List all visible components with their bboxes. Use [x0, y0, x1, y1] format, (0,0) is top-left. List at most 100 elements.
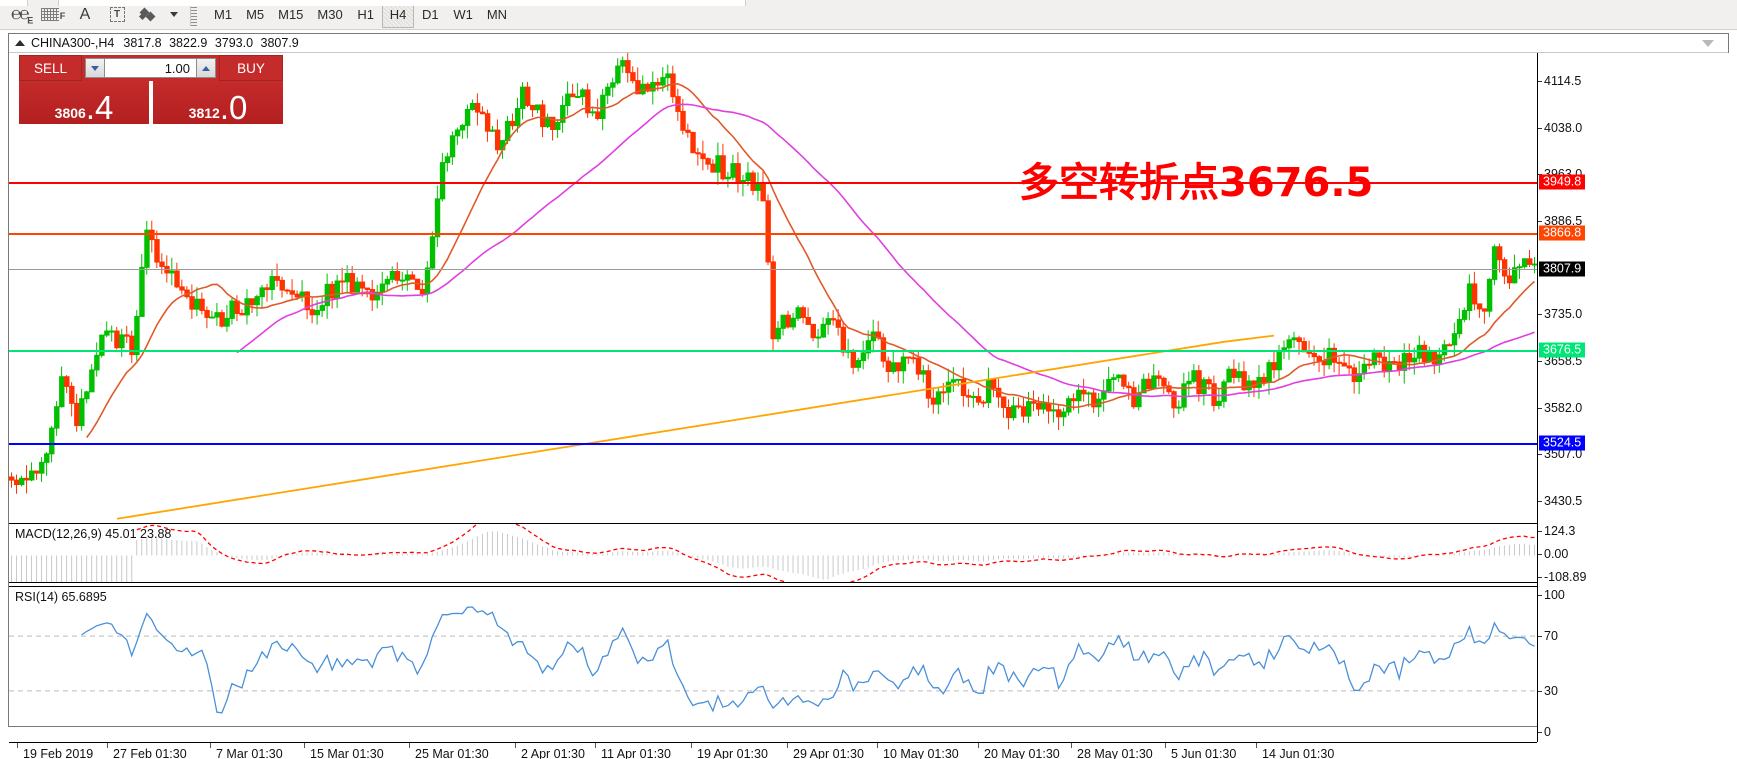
tabstrip-nub-main: [58, 0, 746, 6]
sell-button[interactable]: SELL: [19, 55, 82, 81]
price-axis-tick-label: 4038.0: [1544, 120, 1583, 135]
price-level-line[interactable]: [9, 269, 1537, 271]
window-tabstrip: [0, 0, 1737, 6]
price-level-line[interactable]: [9, 233, 1537, 236]
text-box-icon[interactable]: T: [102, 2, 132, 28]
chart-header: CHINA300-,H4 3817.8 3822.9 3793.0 3807.9: [9, 34, 1728, 53]
one-click-trading-panel[interactable]: SELL 1.00 BUY 3806 .4 3812: [19, 55, 283, 124]
buy-price-fraction: .0: [219, 89, 248, 126]
time-axis[interactable]: 19 Feb 2019 27 Feb 01:30 7 Mar 01:30 15 Mar…: [9, 742, 1537, 759]
price-axis-tickmark: [1538, 314, 1542, 316]
price-axis-tick-label: 3430.5: [1544, 494, 1583, 509]
price-axis-tick-label: 3582.0: [1544, 401, 1583, 416]
volume-input[interactable]: 1.00: [105, 58, 196, 78]
volume-decrease-icon[interactable]: [85, 58, 105, 78]
main-toolbar: ℮℮E F A T M1 M5 M15 M30 H1: [0, 0, 1737, 30]
trade-panel-controls: SELL 1.00 BUY: [19, 55, 283, 81]
price-axis-tick-label: 3886.5: [1544, 214, 1583, 229]
macd-axis-tick-label: -108.89: [1544, 570, 1587, 584]
rsi-axis-tick-label: 70: [1544, 629, 1558, 644]
ohlc-open: 3817.8: [123, 36, 162, 50]
macd-axis-tickmark: [1538, 577, 1542, 578]
time-axis-tick-label: 19 Feb 2019: [23, 747, 94, 759]
chart-annotation-text: 多空转折点3676.5: [1019, 160, 1374, 206]
buy-price[interactable]: 3812 .0: [153, 81, 283, 124]
price-candlestick-svg: [9, 53, 1537, 520]
price-axis-tickmark: [1538, 127, 1542, 129]
macd-svg: [11, 524, 1535, 582]
rsi-axis-tick-label: 100: [1544, 588, 1565, 602]
price-level-label: 3807.9: [1539, 261, 1586, 277]
rsi-panel[interactable]: RSI(14) 65.6895: [9, 586, 1537, 742]
price-axis-tick-label: 3658.5: [1544, 354, 1583, 369]
rsi-svg: [9, 606, 1537, 714]
time-axis-tickmark: [787, 743, 788, 748]
macd-axis-tick-label: 124.3: [1544, 524, 1576, 538]
ohlc-high: 3822.9: [169, 36, 208, 50]
timeframe-w1[interactable]: W1: [453, 7, 473, 22]
price-level-line[interactable]: [9, 182, 1537, 185]
price-level-line[interactable]: [9, 443, 1537, 446]
time-axis-tick-label: 19 Apr 01:30: [697, 747, 768, 759]
time-axis-tickmark: [304, 743, 305, 748]
ohlc-close: 3807.9: [260, 36, 299, 50]
timeframe-m5[interactable]: M5: [246, 7, 265, 22]
trade-panel-prices: 3806 .4 3812 .0: [19, 81, 283, 124]
time-axis-tick-label: 25 Mar 01:30: [415, 747, 489, 759]
expert-advisors-icon[interactable]: ℮℮E: [10, 3, 33, 26]
toolbar-separator: [190, 3, 197, 26]
price-axis-tickmark: [1538, 454, 1542, 456]
time-axis-tickmark: [691, 743, 692, 748]
timeframe-h1[interactable]: H1: [357, 7, 375, 22]
time-axis-tickmark: [1256, 743, 1257, 748]
chart-window-collapse-icon[interactable]: [1702, 40, 1714, 47]
price-axis[interactable]: 4114.54038.03963.03886.53735.03658.53582…: [1537, 53, 1730, 742]
price-axis-tick-label: 3735.0: [1544, 307, 1583, 322]
timeframe-d1[interactable]: D1: [422, 7, 439, 22]
price-panel[interactable]: [9, 53, 1537, 520]
price-axis-tickmark: [1538, 174, 1542, 176]
collapse-triangle-icon[interactable]: [15, 40, 25, 46]
sell-price[interactable]: 3806 .4: [19, 81, 149, 124]
price-axis-tickmark: [1538, 80, 1542, 82]
rsi-label: RSI(14) 65.6895: [15, 590, 107, 604]
chart-plot[interactable]: MACD(12,26,9) 45.01 23.88 RSI(14) 65.689…: [9, 53, 1730, 759]
text-label-icon[interactable]: A: [79, 5, 91, 23]
time-axis-tickmark: [409, 743, 410, 748]
time-axis-tick-label: 20 May 01:30: [984, 747, 1060, 759]
price-axis-tickmark: [1538, 408, 1542, 410]
rsi-axis-tickmark: [1538, 636, 1542, 638]
macd-axis-tick-label: 0.00: [1544, 547, 1569, 561]
timeframe-mn[interactable]: MN: [486, 7, 508, 22]
time-axis-tick-label: 5 Jun 01:30: [1171, 747, 1237, 759]
buy-button[interactable]: BUY: [219, 55, 283, 81]
price-level-label: 3676.5: [1539, 342, 1586, 358]
time-axis-tickmark: [1165, 743, 1166, 748]
time-axis-tick-label: 28 May 01:30: [1077, 747, 1153, 759]
macd-panel[interactable]: MACD(12,26,9) 45.01 23.88: [9, 523, 1537, 583]
objects-icon[interactable]: [134, 2, 164, 28]
time-axis-tickmark: [210, 743, 211, 748]
tabstrip-nub-left: [0, 0, 28, 6]
time-axis-tick-label: 14 Jun 01:30: [1262, 747, 1335, 759]
sell-price-integer: 3806: [54, 105, 86, 121]
timeframe-m15[interactable]: M15: [278, 7, 304, 22]
time-axis-tick-label: 27 Feb 01:30: [113, 747, 187, 759]
macd-axis-tickmark: [1538, 531, 1542, 532]
objects-dropdown-icon[interactable]: [166, 2, 182, 28]
timeframe-m30[interactable]: M30: [317, 7, 343, 22]
indicators-grid-icon[interactable]: F: [38, 2, 68, 28]
time-axis-tick-label: 10 May 01:30: [883, 747, 959, 759]
rsi-axis-tickmark: [1538, 595, 1542, 596]
chart-symbol-label: CHINA300-,H4: [31, 36, 115, 50]
price-axis-tickmark: [1538, 361, 1542, 363]
price-level-line[interactable]: [9, 350, 1537, 353]
time-axis-tickmark: [17, 743, 18, 748]
timeframe-m1[interactable]: M1: [214, 7, 233, 22]
sell-price-fraction: .4: [85, 89, 114, 126]
volume-increase-icon[interactable]: [196, 58, 216, 78]
time-axis-tick-label: 15 Mar 01:30: [310, 747, 384, 759]
volume-stepper[interactable]: 1.00: [82, 55, 219, 81]
time-axis-tick-label: 11 Apr 01:30: [601, 747, 671, 759]
